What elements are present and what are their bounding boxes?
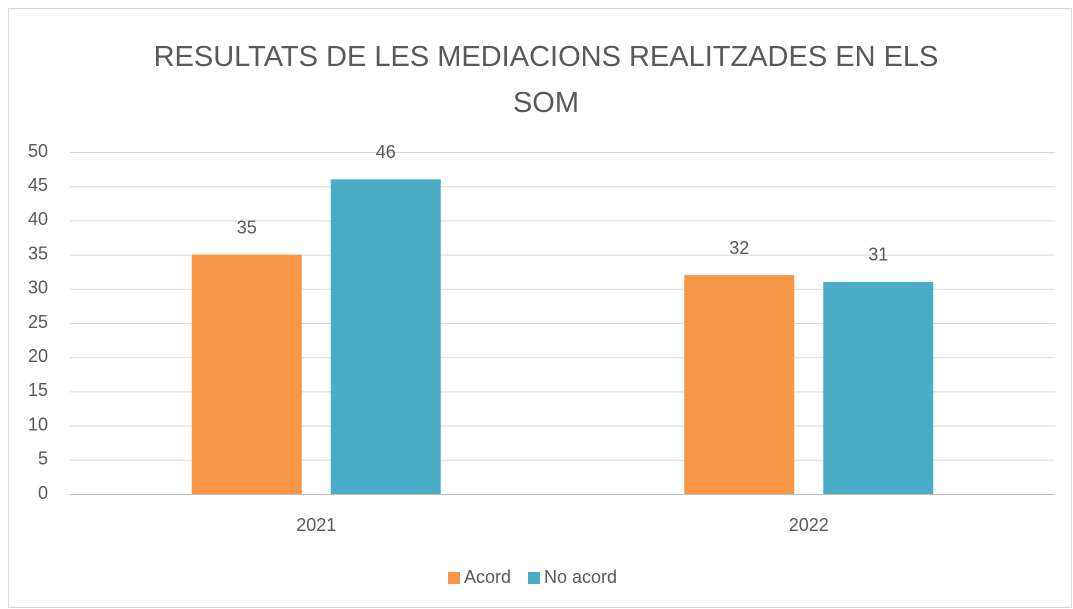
y-tick-label: 40	[28, 209, 48, 229]
bar	[684, 275, 795, 494]
y-tick-label: 25	[28, 312, 48, 332]
data-label: 46	[376, 142, 396, 162]
y-tick-label: 5	[38, 449, 48, 469]
y-tick-label: 45	[28, 175, 48, 195]
data-label: 35	[237, 217, 257, 237]
x-tick-label: 2022	[789, 515, 829, 535]
y-tick-label: 20	[28, 346, 48, 366]
bar	[823, 281, 934, 494]
y-tick-label: 50	[28, 141, 48, 161]
legend-label: No acord	[544, 567, 617, 587]
x-tick-label: 2021	[296, 515, 336, 535]
y-tick-label: 10	[28, 414, 48, 434]
y-tick-label: 15	[28, 380, 48, 400]
data-label: 32	[729, 238, 749, 258]
data-label: 31	[868, 245, 888, 265]
legend-label: Acord	[464, 567, 511, 587]
chart-title: RESULTATS DE LES MEDIACIONS REALITZADES …	[153, 41, 939, 119]
bar	[330, 179, 441, 495]
legend-swatch	[448, 572, 460, 584]
legend-swatch	[528, 572, 540, 584]
y-tick-label: 30	[28, 278, 48, 298]
y-tick-label: 0	[38, 483, 48, 503]
bar	[191, 254, 302, 494]
y-tick-label: 35	[28, 243, 48, 263]
